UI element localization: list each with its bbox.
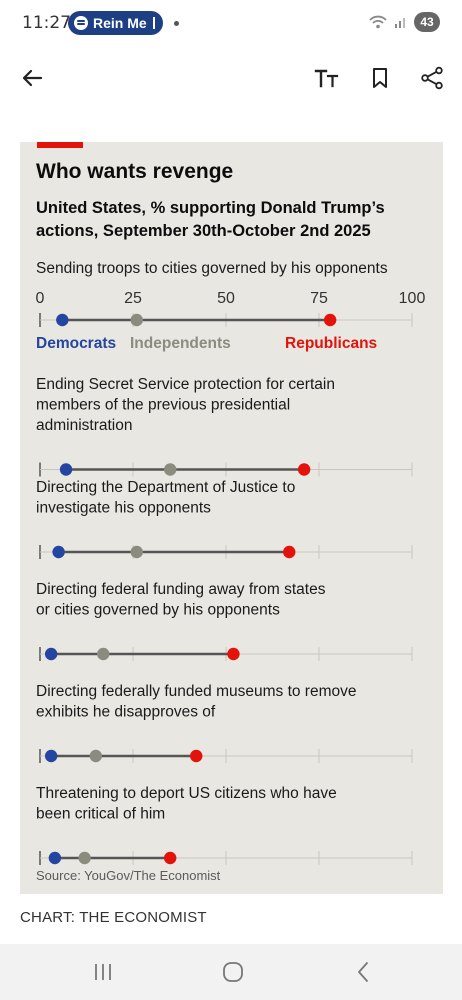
chart-subtitle: United States, % supporting Donald Trump… [36, 199, 385, 240]
recents-icon [95, 964, 111, 980]
legend-republicans: Republicans [285, 335, 377, 352]
category-label-line: members of the previous presidential [36, 397, 290, 414]
back-chevron-icon [358, 962, 368, 982]
status-time: 11:27 [22, 13, 71, 33]
category-label-line: or cities governed by his opponents [36, 602, 280, 619]
category-label: Threatening to deport US citizens who ha… [36, 785, 337, 823]
category-label-line: Directing the Department of Justice to [36, 479, 295, 496]
chart-card [20, 142, 443, 894]
category-label: Directing federal funding away from stat… [36, 581, 326, 619]
dot-independents [130, 545, 143, 559]
x-tick-label: 50 [217, 290, 235, 307]
media-pill[interactable]: Rein Me [68, 11, 163, 35]
chart-title: Who wants revenge [36, 160, 234, 183]
category-label-line: administration [36, 417, 133, 434]
dot-democrats [56, 313, 69, 327]
recents-button[interactable] [91, 960, 115, 984]
dot-democrats [59, 463, 73, 476]
dot-republicans [164, 851, 177, 865]
media-pill-label: Rein Me [93, 15, 147, 31]
nav-back-button[interactable] [351, 960, 375, 984]
category-label-line: Ending Secret Service protection for cer… [36, 376, 335, 393]
dot-independents [97, 647, 110, 661]
category-label-line: been critical of him [36, 806, 165, 823]
text-size-icon [314, 69, 339, 88]
notification-dot-icon [174, 21, 179, 26]
category-label: Ending Secret Service protection for cer… [36, 376, 335, 434]
category-label-line: Sending troops to cities governed by his… [36, 260, 388, 277]
legend-democrats: Democrats [36, 335, 116, 352]
dot-democrats [44, 749, 58, 763]
dot-republicans [190, 749, 203, 763]
category-label-line: Directing federally funded museums to re… [36, 683, 356, 700]
economist-red-tab [37, 142, 83, 148]
dot-independents [130, 313, 143, 327]
status-icons: 43 [368, 12, 440, 32]
status-bar: 11:27 Rein Me 43 [0, 0, 462, 46]
dot-independents [89, 749, 103, 763]
dot-republicans [227, 647, 240, 661]
dot-democrats [52, 545, 65, 559]
signal-icon [395, 18, 405, 28]
home-button[interactable] [221, 960, 245, 984]
x-tick-label: 0 [36, 290, 45, 307]
dot-independents [164, 463, 177, 476]
category-label: Sending troops to cities governed by his… [36, 260, 388, 277]
category-label-line: Threatening to deport US citizens who ha… [36, 785, 337, 802]
dot-republicans [323, 313, 337, 327]
dot-democrats [48, 851, 62, 865]
category-label: Directing federally funded museums to re… [36, 683, 356, 721]
source-note: Source: YouGov/The Economist [36, 868, 221, 883]
bookmark-icon [373, 68, 387, 88]
app-bar [0, 46, 462, 110]
bookmark-button[interactable] [366, 64, 394, 92]
system-nav-bar [0, 944, 462, 1000]
wifi-icon [369, 15, 387, 29]
share-button[interactable] [418, 64, 446, 92]
dot-republicans [283, 545, 296, 559]
x-tick-label: 100 [399, 290, 426, 307]
x-tick-label: 75 [310, 290, 328, 307]
x-tick-label: 25 [124, 290, 142, 307]
battery-badge: 43 [414, 12, 440, 32]
category-label-line: Directing federal funding away from stat… [36, 581, 326, 598]
category-label-line: investigate his opponents [36, 500, 211, 517]
chart-credit: CHART: THE ECONOMIST [20, 909, 207, 926]
text-size-button[interactable] [313, 64, 341, 92]
back-button[interactable] [18, 64, 46, 92]
home-icon [223, 962, 243, 982]
dot-independents [78, 851, 91, 865]
dot-democrats [44, 647, 58, 661]
arrow-left-icon [22, 69, 43, 87]
spotify-icon [74, 16, 88, 30]
category-label-line: exhibits he disapproves of [36, 704, 216, 721]
share-icon [421, 66, 443, 90]
category-label: Directing the Department of Justice to in… [36, 479, 295, 517]
pill-divider [153, 17, 155, 29]
legend-independents: Independents [130, 335, 231, 352]
dot-republicans [297, 463, 311, 476]
